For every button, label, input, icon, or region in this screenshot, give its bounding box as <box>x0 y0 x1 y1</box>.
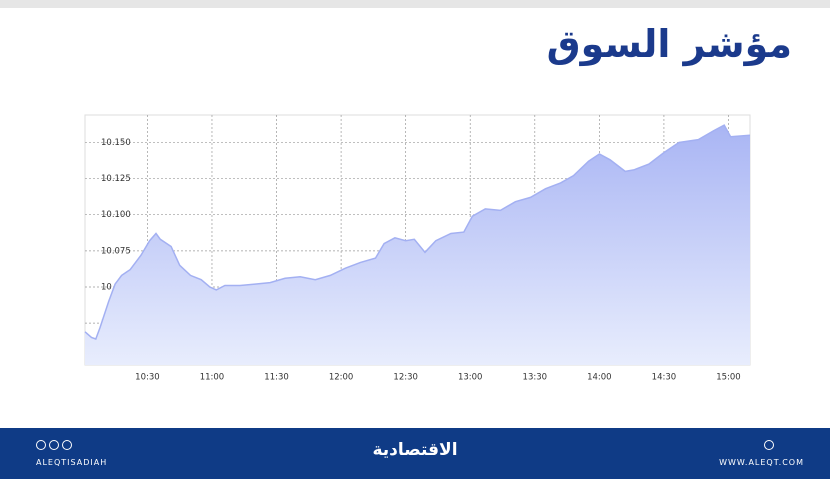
x-tick-label: 10:30 <box>135 373 160 383</box>
area <box>85 125 750 365</box>
x-tick-label: 11:30 <box>264 373 289 383</box>
footer-url: WWW.ALEQT.COM <box>719 458 804 467</box>
y-tick-label: 10.075 <box>101 246 131 256</box>
line <box>84 124 751 340</box>
y-tick-label: 10.150 <box>101 138 131 148</box>
footer-logo: الاقتصادية <box>372 440 458 460</box>
x-tick-label: 13:30 <box>523 373 548 383</box>
x-tick-label: 11:00 <box>200 373 225 383</box>
top-band <box>0 0 830 8</box>
chart-title: مؤشر السوق <box>546 22 792 66</box>
footer-handle: ALEQTISADIAH <box>36 458 108 467</box>
web-icon <box>764 440 774 450</box>
x-tick-label: 15:00 <box>716 373 741 383</box>
chart: 10.00010.02510.05010.07510.10010.12510.1… <box>84 114 751 383</box>
x-tick-label: 12:00 <box>329 373 354 383</box>
x-tick-label: 14:30 <box>652 373 677 383</box>
x-tick-label: 12:30 <box>393 373 418 383</box>
social-icons <box>36 440 72 450</box>
y-tick-label: 10.100 <box>101 210 131 220</box>
x-tick-label: 13:00 <box>458 373 483 383</box>
y-tick-label: 10.125 <box>101 174 131 184</box>
x-tick-label: 14:00 <box>587 373 612 383</box>
footer: ALEQTISADIAH الاقتصادية WWW.ALEQT.COM <box>0 428 830 479</box>
